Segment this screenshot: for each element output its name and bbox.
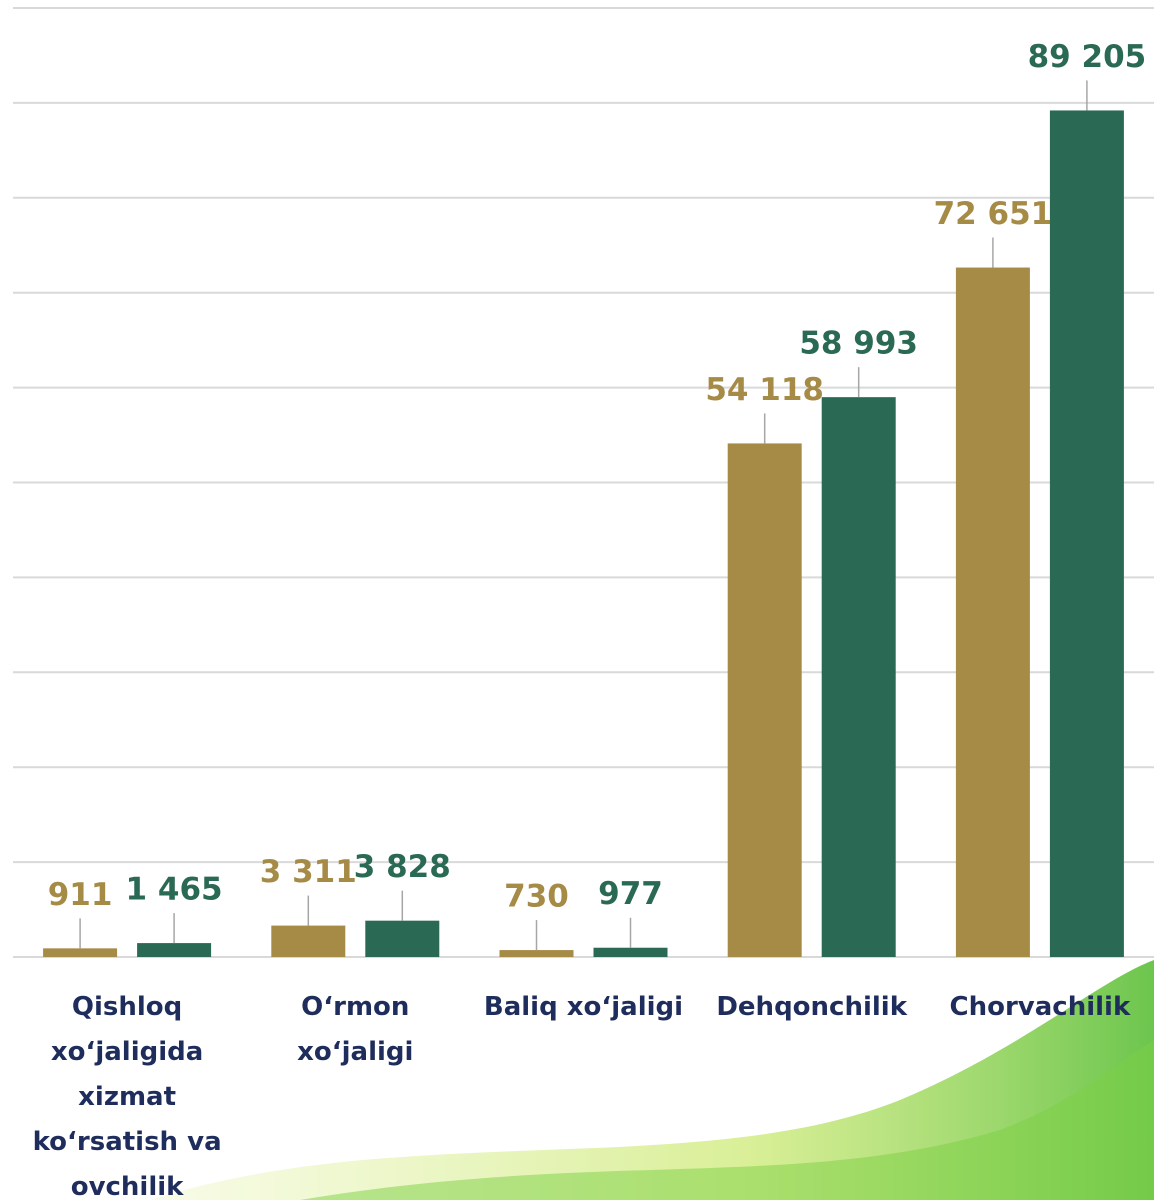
data-label: 1 465 <box>126 872 223 908</box>
bar <box>365 921 439 957</box>
x-tick-label: O‘rmon xo‘jaligi <box>255 985 455 1075</box>
bar <box>500 950 574 957</box>
bar <box>956 268 1030 957</box>
data-label: 58 993 <box>799 326 918 362</box>
x-tick-label: Qishloq xo‘jaligida xizmat ko‘rsatish va… <box>27 985 227 1200</box>
data-label: 54 118 <box>705 372 824 408</box>
bar <box>594 948 668 957</box>
bar <box>137 943 211 957</box>
x-tick-label: Dehqonchilik <box>712 985 912 1030</box>
data-label: 89 205 <box>1028 39 1147 75</box>
data-label: 977 <box>598 876 663 912</box>
bar <box>728 443 802 957</box>
bar <box>43 948 117 957</box>
bar <box>822 397 896 957</box>
data-label: 730 <box>504 879 569 915</box>
page: 911 3 311 730 54 118 72 651 1 465 3 828 977 58 9… <box>0 0 1154 1200</box>
x-tick-label: Chorvachilik <box>940 985 1140 1030</box>
data-label: 3 828 <box>354 849 451 885</box>
data-label: 72 651 <box>934 196 1053 232</box>
bar <box>271 926 345 957</box>
data-label: 911 <box>48 877 113 913</box>
data-label: 3 311 <box>260 854 357 890</box>
x-tick-label: Baliq xo‘jaligi <box>484 985 684 1030</box>
bar <box>1050 110 1124 957</box>
